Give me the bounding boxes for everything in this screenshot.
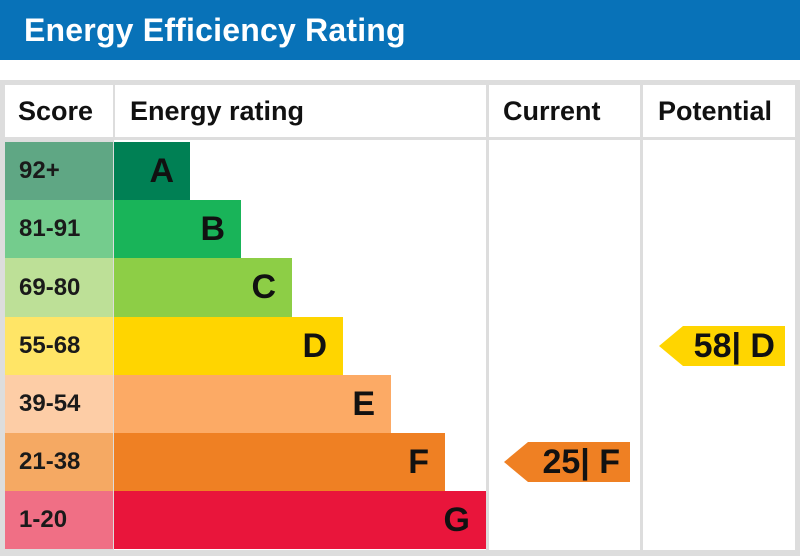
rating-bar-f: F: [114, 433, 445, 491]
rating-header-cell: [115, 85, 486, 137]
rating-bar-c: C: [114, 258, 292, 317]
rating-bar-a: A: [114, 142, 190, 200]
rating-column-header: Energy rating: [130, 96, 305, 126]
current-rating-tag: 25| F: [504, 442, 630, 482]
score-range-d: 55-68: [5, 317, 113, 375]
score-column-header: Score: [18, 96, 94, 126]
current-column-body: [489, 140, 640, 550]
score-range-c: 69-80: [5, 258, 113, 317]
score-range-g: 1-20: [5, 491, 113, 549]
rating-bar-e: E: [114, 375, 391, 433]
rating-table: Score Energy rating Current Potential 92…: [0, 80, 800, 556]
chart-title: Energy Efficiency Rating: [24, 12, 406, 48]
potential-rating-tag: 58| D: [659, 326, 785, 366]
rating-bar-d: D: [114, 317, 343, 375]
current-header-cell: [489, 85, 640, 137]
header-bar: Energy Efficiency Rating: [0, 0, 800, 60]
score-header-cell: [5, 85, 113, 137]
potential-header-cell: [643, 85, 795, 137]
current-column-header: Current: [503, 96, 601, 126]
score-range-b: 81-91: [5, 200, 113, 258]
rating-bar-b: B: [114, 200, 241, 258]
score-range-e: 39-54: [5, 375, 113, 433]
score-range-f: 21-38: [5, 433, 113, 491]
score-range-a: 92+: [5, 142, 113, 200]
potential-column-header: Potential: [658, 96, 773, 126]
rating-bar-g: G: [114, 491, 486, 549]
